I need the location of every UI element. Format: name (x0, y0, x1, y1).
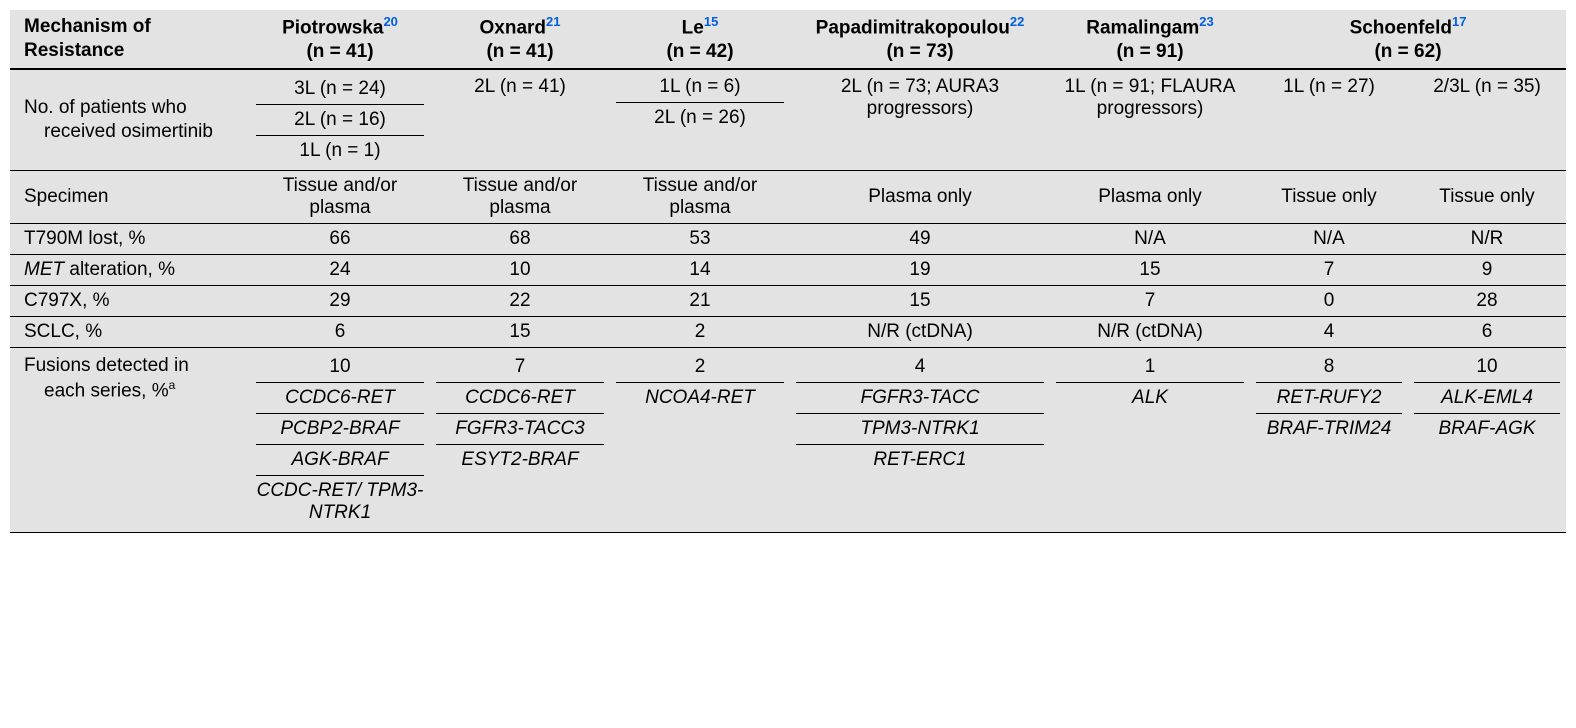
cell-patients-1: 2L (n = 41) (430, 70, 610, 170)
cell-fusions-4: 1 ALK (1050, 348, 1250, 532)
table-header-row: Mechanism of Resistance Piotrowska20 (n … (10, 10, 1566, 70)
label-patients: No. of patients who received osimertinib (10, 70, 250, 170)
row-t790m: T790M lost, % 66 68 53 49 N/A N/A N/R (10, 224, 1566, 255)
label-specimen: Specimen (10, 171, 250, 223)
row-met: MET alteration, % 24 10 14 19 15 7 9 (10, 255, 1566, 286)
header-study-1: Oxnard21 (n = 41) (430, 10, 610, 68)
cell-specimen-6: Tissue only (1408, 171, 1566, 223)
cell-fusions-3: 4 FGFR3-TACC TPM3-NTRK1 RET-ERC1 (790, 348, 1050, 532)
cell-fusions-6: 10 ALK-EML4 BRAF-AGK (1408, 348, 1566, 532)
cell-specimen-5: Tissue only (1250, 171, 1408, 223)
cell-specimen-4: Plasma only (1050, 171, 1250, 223)
header-study-0: Piotrowska20 (n = 41) (250, 10, 430, 68)
cell-patients-0: 3L (n = 24) 2L (n = 16) 1L (n = 1) (250, 70, 430, 170)
cell-fusions-2: 2 NCOA4-RET (610, 348, 790, 532)
cell-patients-4: 1L (n = 91; FLAURA progressors) (1050, 70, 1250, 170)
label-t790m: T790M lost, % (10, 224, 250, 254)
header-study-4: Ramalingam23 (n = 91) (1050, 10, 1250, 68)
label-c797x: C797X, % (10, 286, 250, 316)
label-sclc: SCLC, % (10, 317, 250, 347)
header-study-2: Le15 (n = 42) (610, 10, 790, 68)
header-mechanism: Mechanism of Resistance (10, 10, 250, 68)
cell-patients-2: 1L (n = 6) 2L (n = 26) (610, 70, 790, 170)
cell-fusions-0: 10 CCDC6-RET PCBP2-BRAF AGK-BRAF CCDC-RE… (250, 348, 430, 532)
row-specimen: Specimen Tissue and/or plasma Tissue and… (10, 171, 1566, 224)
cell-fusions-1: 7 CCDC6-RET FGFR3-TACC3 ESYT2-BRAF (430, 348, 610, 532)
row-fusions: Fusions detected in each series, %a 10 C… (10, 348, 1566, 533)
cell-patients-5: 1L (n = 27) (1250, 70, 1408, 170)
cell-fusions-5: 8 RET-RUFY2 BRAF-TRIM24 (1250, 348, 1408, 532)
cell-patients-6: 2/3L (n = 35) (1408, 70, 1566, 170)
cell-specimen-2: Tissue and/or plasma (610, 171, 790, 223)
cell-patients-3: 2L (n = 73; AURA3 progressors) (790, 70, 1050, 170)
label-met: MET alteration, % (10, 255, 250, 285)
row-sclc: SCLC, % 6 15 2 N/R (ctDNA) N/R (ctDNA) 4… (10, 317, 1566, 348)
label-fusions: Fusions detected in each series, %a (10, 348, 250, 532)
header-study-3: Papadimitrakopoulou22 (n = 73) (790, 10, 1050, 68)
cell-specimen-3: Plasma only (790, 171, 1050, 223)
row-c797x: C797X, % 29 22 21 15 7 0 28 (10, 286, 1566, 317)
cell-specimen-1: Tissue and/or plasma (430, 171, 610, 223)
resistance-mechanisms-table: Mechanism of Resistance Piotrowska20 (n … (10, 10, 1566, 533)
cell-specimen-0: Tissue and/or plasma (250, 171, 430, 223)
row-patients: No. of patients who received osimertinib… (10, 70, 1566, 171)
header-study-5: Schoenfeld17 (n = 62) (1250, 10, 1566, 68)
